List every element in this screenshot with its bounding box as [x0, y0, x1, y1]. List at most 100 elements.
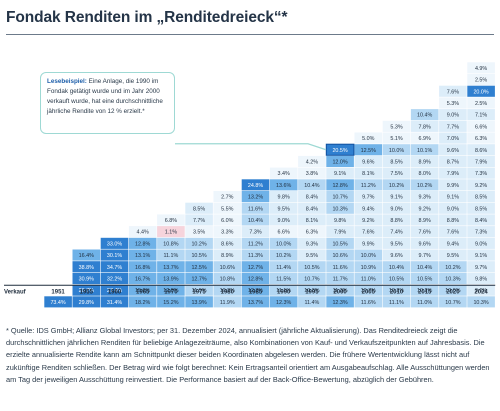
cell-1951-1980 [213, 261, 242, 273]
cell-1952-1995 [298, 249, 326, 261]
cell-label-1954-2015: 7.6% [419, 230, 431, 236]
callout-text: Eine Anlage, die 1990 im Fondak getätigt… [47, 78, 163, 115]
cell-label-1980-1990: 3.4% [278, 171, 290, 177]
cell-1985-2000 [326, 155, 354, 167]
cell-1985-2010 [382, 155, 411, 167]
cell-label-undefined-1951: 73.4% [50, 300, 65, 306]
cell-label-1954-1970: 1.1% [165, 230, 177, 236]
cell-1960-1995 [298, 214, 326, 226]
cell-label-1954-1995: 6.3% [306, 230, 318, 236]
cell-1950-2000 [326, 272, 354, 284]
cell-1952-1990 [269, 249, 298, 261]
cell-label-1954-2005: 7.6% [362, 230, 374, 236]
cell-label-undefined-1965: 18.2% [135, 300, 150, 306]
cell-label-1965-2024: 8.5% [475, 206, 487, 212]
cell-1953-2005 [354, 237, 383, 249]
cell-label-1953-1985: 11.2% [248, 241, 263, 247]
cell-1950-2005 [354, 272, 383, 284]
cell-1953-1965 [128, 237, 157, 249]
cell-label-1953-2005: 9.9% [362, 241, 374, 247]
cell-1954-2010 [382, 226, 411, 238]
cell-1960-1970 [157, 214, 185, 226]
column-label-1965: 1965 [136, 289, 150, 295]
cell-label-1975-2005: 11.2% [361, 183, 376, 189]
cell-1953-2010 [382, 237, 411, 249]
cell-undefined-1975 [185, 296, 213, 308]
cell-undefined-2000 [326, 284, 354, 296]
cell-label-undefined-2010: 11.1% [389, 300, 404, 306]
cell-1975-1985 [241, 179, 270, 191]
cell-label-1953-1980: 8.6% [221, 241, 233, 247]
cell-label-1965-2000: 10.3% [332, 206, 347, 212]
cell-label-undefined-1980: 11.9% [220, 300, 235, 306]
cell-label-1952-1960: 30.1% [107, 253, 122, 259]
cell-label-undefined-2015: 11.0% [417, 300, 432, 306]
cell-1960-2024 [467, 214, 495, 226]
cell-undefined-1970 [157, 284, 185, 296]
cell-label-1953-2024: 9.0% [475, 241, 487, 247]
cell-label-undefined-1960: 31.4% [107, 300, 122, 306]
cell-1980-2015 [410, 167, 439, 179]
cell-label-1965-1975: 8.5% [193, 206, 205, 212]
cell-1990-2024 [467, 144, 495, 156]
cell-2015-2020 [439, 85, 467, 97]
cell-label-1970-1985: 13.2% [248, 195, 263, 201]
cell-1970-1980 [213, 191, 242, 203]
cell-1975-2000 [326, 179, 354, 191]
cell-1960-2015 [410, 214, 439, 226]
cell-label-1960-1995: 8.1% [306, 218, 318, 224]
callout-heading: Lesebeispiel: [47, 78, 87, 85]
renditedreieck-chart: Kauf4.9%2.5%7.6%20.0%5.3%2.5%10.4%9.0%7.… [4, 62, 496, 308]
cell-label-undefined-1975: 11.9% [192, 288, 207, 294]
cell-2000-2024 [467, 120, 495, 132]
cell-label-1951-1970: 13.7% [163, 265, 178, 271]
column-label-1975: 1975 [192, 289, 206, 295]
cell-undefined-1980 [213, 296, 242, 308]
cell-label-1965-1985: 11.6% [248, 206, 263, 212]
cell-2010-2020 [439, 97, 467, 109]
cell-label-undefined-1970: 12.8% [163, 288, 178, 294]
cell-label-1990-2024: 8.6% [475, 148, 487, 154]
cell-label-1954-1980: 3.3% [221, 230, 233, 236]
column-label-1995: 1995 [305, 289, 319, 295]
cell-label-1960-2020: 8.8% [447, 218, 459, 224]
cell-label-1985-2005: 9.6% [362, 159, 374, 165]
reading-example-callout: Lesebeispiel: Eine Anlage, die 1990 im F… [40, 72, 175, 134]
cell-label-1952-2020: 9.5% [447, 253, 459, 259]
cell-label-1975-1995: 10.4% [304, 183, 319, 189]
cell-label-2015-2020: 7.6% [447, 89, 459, 95]
callout-connector [175, 143, 327, 151]
cell-1952-1965 [128, 249, 157, 261]
cell-1950-1980 [213, 272, 242, 284]
cell-1951-1955 [72, 261, 101, 273]
cell-1995-2024 [467, 132, 495, 144]
cell-label-undefined-2010: 10.2% [389, 288, 404, 294]
cell-label-2000-2010: 5.3% [390, 124, 402, 130]
cell-label-1953-2000: 10.5% [332, 241, 347, 247]
cell-label-1951-1985: 12.7% [248, 265, 263, 271]
cell-1952-2024 [467, 249, 495, 261]
cell-label-1970-1995: 8.4% [306, 195, 318, 201]
cell-label-1951-2024: 9.7% [475, 265, 487, 271]
cell-label-undefined-2000: 11.3% [333, 288, 348, 294]
column-label-1985: 1985 [249, 289, 263, 295]
cell-1965-2000 [326, 202, 354, 214]
cell-label-1950-2005: 11.0% [361, 276, 376, 282]
cell-label-1953-1965: 12.8% [135, 241, 150, 247]
cell-label-1960-1970: 6.8% [165, 218, 177, 224]
cell-1975-2005 [354, 179, 383, 191]
cell-label-1951-1990: 11.4% [276, 265, 291, 271]
cell-1960-1985 [241, 214, 270, 226]
cell-1951-1975 [185, 261, 213, 273]
cell-undefined-1955 [72, 284, 101, 296]
cell-1951-2020 [439, 261, 467, 273]
cell-label-1950-1995: 10.7% [304, 276, 319, 282]
column-label-1951: 1951 [51, 289, 65, 295]
cell-label-1970-2010: 9.1% [390, 195, 402, 201]
cell-1951-1970 [157, 261, 185, 273]
cell-label-1960-2015: 8.9% [419, 218, 431, 224]
cell-label-undefined-1985: 12.3% [248, 288, 263, 294]
cell-label-1975-2010: 10.2% [389, 183, 404, 189]
cell-label-1960-2010: 8.8% [390, 218, 402, 224]
cell-1951-2015 [410, 261, 439, 273]
